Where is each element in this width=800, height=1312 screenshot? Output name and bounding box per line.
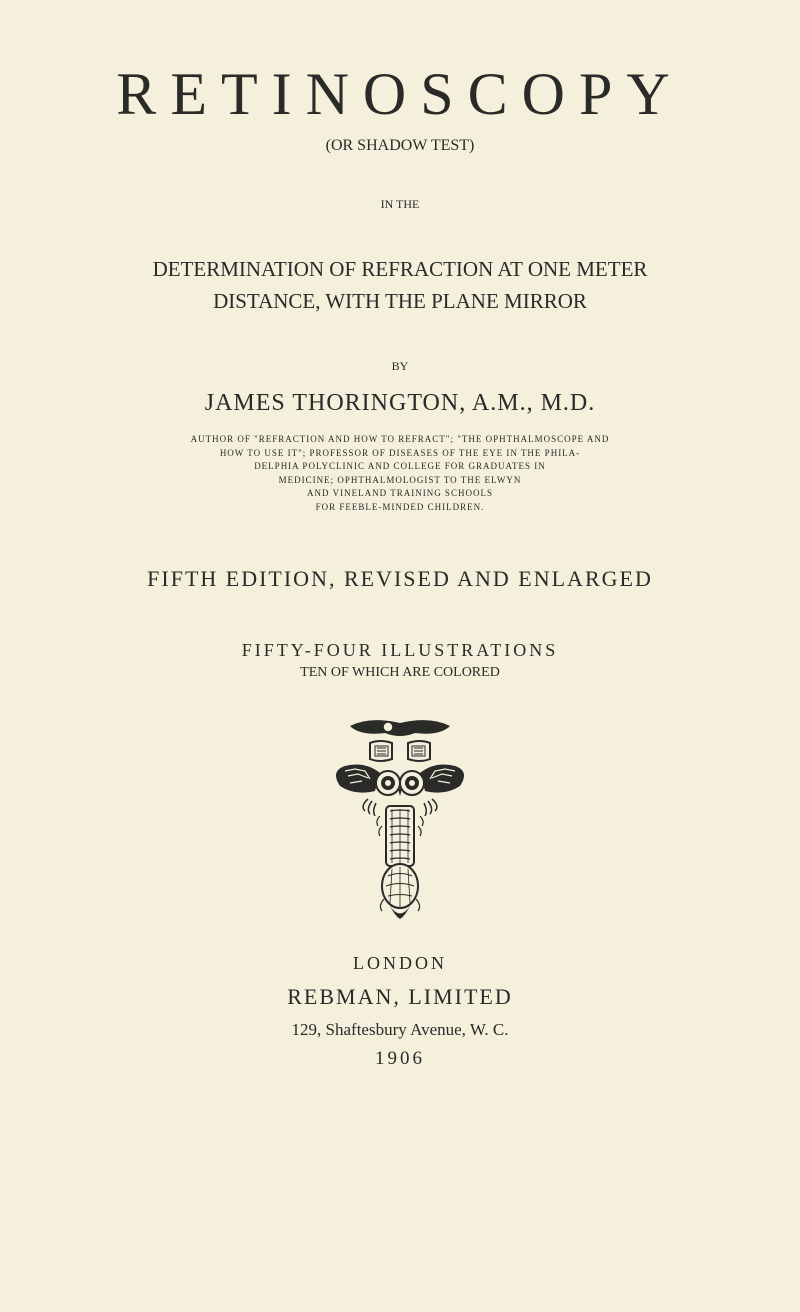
credits-line-3: DELPHIA POLYCLINIC AND COLLEGE FOR GRADU… bbox=[254, 461, 546, 471]
edition-text: FIFTH EDITION, REVISED AND ENLARGED bbox=[147, 566, 653, 592]
determination-text: DETERMINATION OF REFRACTION AT ONE METER… bbox=[153, 254, 648, 317]
credits-line-2: HOW TO USE IT"; PROFESSOR OF DISEASES OF… bbox=[220, 448, 580, 458]
owl-emblem bbox=[320, 711, 480, 931]
publisher-text: REBMAN, LIMITED bbox=[287, 984, 513, 1010]
author-name: JAMES THORINGTON, A.M., M.D. bbox=[205, 390, 595, 417]
author-credits: AUTHOR OF "REFRACTION AND HOW TO REFRACT… bbox=[191, 433, 610, 514]
credits-line-5: AND VINELAND TRAINING SCHOOLS bbox=[307, 488, 493, 498]
year-text: 1906 bbox=[375, 1048, 425, 1070]
illustrations-text: FIFTY-FOUR ILLUSTRATIONS bbox=[242, 640, 559, 661]
credits-line-1: AUTHOR OF "REFRACTION AND HOW TO REFRACT… bbox=[191, 434, 610, 444]
city-text: LONDON bbox=[353, 953, 447, 974]
determination-line-2: DISTANCE, WITH THE PLANE MIRROR bbox=[213, 289, 587, 313]
book-title: RETINOSCOPY bbox=[116, 60, 683, 129]
colored-text: TEN OF WHICH ARE COLORED bbox=[300, 665, 500, 681]
book-subtitle: (OR SHADOW TEST) bbox=[326, 137, 475, 155]
owl-emblem-svg bbox=[320, 711, 480, 931]
credits-line-6: FOR FEEBLE-MINDED CHILDREN. bbox=[316, 502, 485, 512]
address-text: 129, Shaftesbury Avenue, W. C. bbox=[292, 1020, 509, 1040]
in-the-text: IN THE bbox=[381, 197, 420, 212]
credits-line-4: MEDICINE; OPHTHALMOLOGIST TO THE ELWYN bbox=[279, 475, 522, 485]
by-text: BY bbox=[392, 359, 409, 374]
determination-line-1: DETERMINATION OF REFRACTION AT ONE METER bbox=[153, 257, 648, 281]
